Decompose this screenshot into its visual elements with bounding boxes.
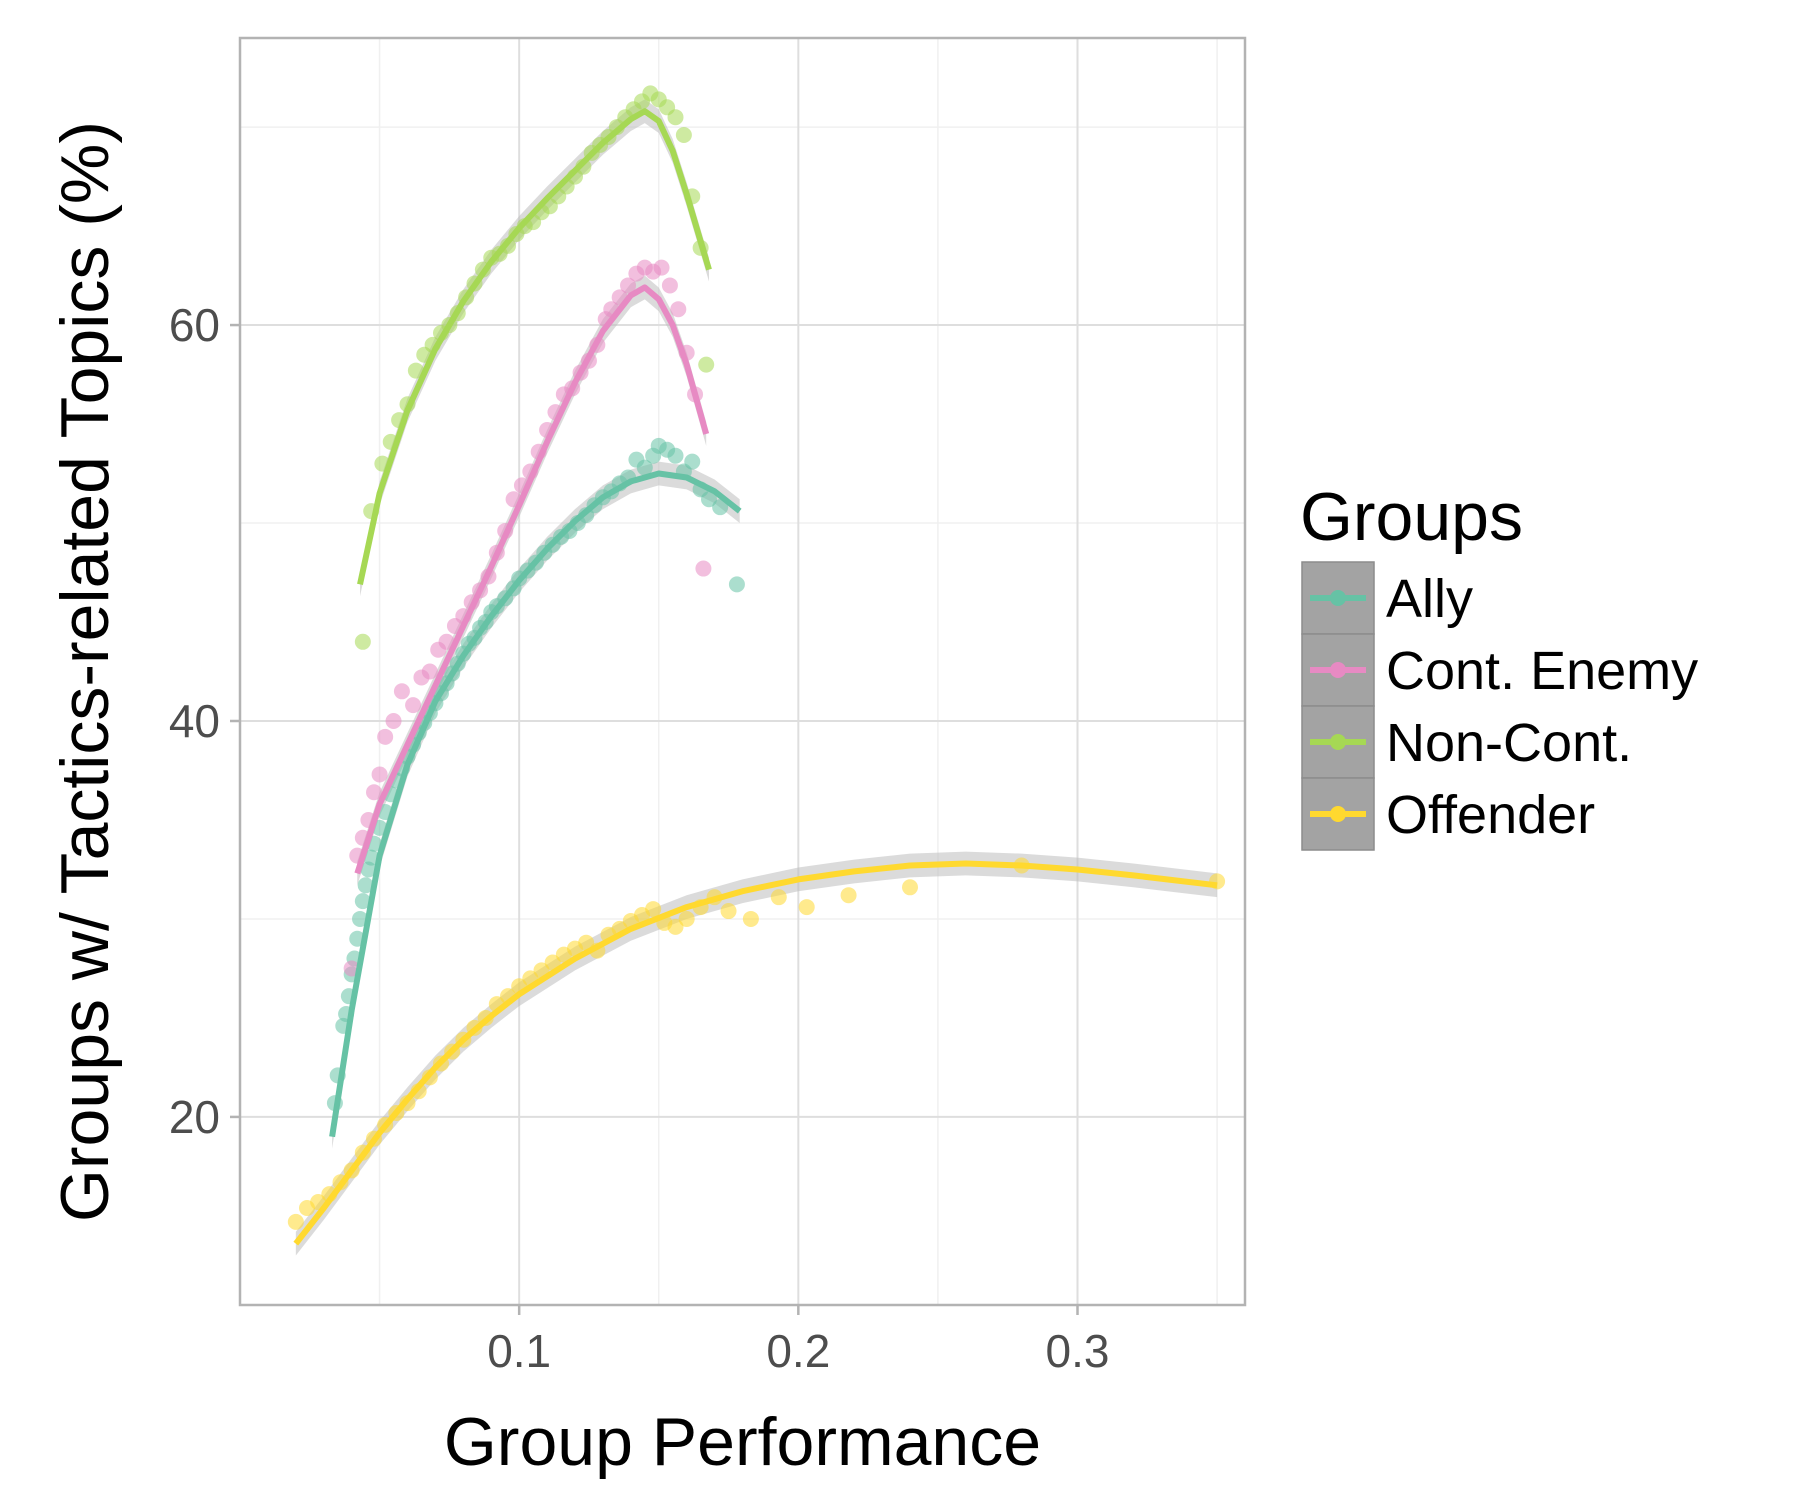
data-point (385, 712, 402, 729)
data-point (636, 459, 653, 476)
data-point (670, 301, 687, 318)
x-tick-label: 0.1 (487, 1325, 551, 1377)
data-point (698, 356, 715, 373)
legend-key-point (1330, 734, 1346, 750)
data-point (720, 903, 737, 920)
data-point (421, 663, 438, 680)
legend-item: Cont. Enemy (1301, 633, 1698, 707)
data-point (287, 1213, 304, 1230)
data-point (363, 849, 380, 866)
data-point (701, 491, 717, 508)
data-point (544, 954, 561, 971)
data-point (620, 277, 637, 294)
grid-lines (240, 38, 1245, 1305)
x-tick-label: 0.2 (766, 1325, 830, 1377)
data-point (377, 728, 394, 745)
data-point (667, 918, 684, 935)
legend-item: Ally (1301, 561, 1473, 635)
data-point (798, 899, 815, 916)
fit-line (329, 470, 742, 1138)
data-point (902, 879, 918, 896)
data-point (438, 633, 455, 650)
legend-item: Non-Cont. (1301, 705, 1632, 779)
legend-key-point (1330, 662, 1346, 678)
data-point (653, 259, 670, 276)
data-point (393, 683, 410, 700)
data-point (770, 889, 787, 906)
legend-label: Cont. Enemy (1386, 641, 1698, 701)
data-point (578, 934, 595, 951)
data-point (407, 362, 424, 379)
legend: Groups Ally Cont. Enemy Non-Cont. Offender (1300, 479, 1698, 851)
y-axis-title: Groups w/ Tactics-related Topics (%) (47, 121, 123, 1222)
data-point (645, 901, 662, 918)
legend-key-point (1330, 590, 1346, 606)
data-point (357, 877, 374, 894)
data-point (728, 576, 745, 593)
fit-line (354, 284, 710, 875)
legend-items: Ally Cont. Enemy Non-Cont. Offender (1301, 561, 1698, 851)
legend-label: Ally (1386, 569, 1473, 629)
data-point (678, 910, 695, 927)
data-point (742, 910, 759, 927)
data-point (354, 633, 371, 650)
legend-label: Offender (1386, 785, 1595, 845)
data-point (712, 499, 729, 516)
axis-ticks: 0.1 0.2 0.3 20 40 60 (169, 299, 1110, 1377)
fit-line (357, 108, 712, 586)
data-point (675, 127, 692, 144)
y-tick-label: 60 (169, 299, 220, 351)
data-point (371, 766, 388, 783)
data-point (661, 277, 678, 294)
y-tick-label: 20 (169, 1091, 220, 1143)
y-tick-label: 40 (169, 695, 220, 747)
fit-line (293, 860, 1218, 1246)
data-point (352, 910, 369, 927)
data-point (667, 447, 684, 464)
x-tick-label: 0.3 (1046, 1325, 1110, 1377)
data-point (354, 893, 371, 910)
data-point (366, 784, 382, 801)
data-point (684, 453, 701, 470)
x-axis-title: Group Performance (444, 1404, 1041, 1480)
legend-title: Groups (1300, 479, 1523, 555)
data-point (840, 887, 857, 904)
fit-lines (293, 108, 1218, 1246)
legend-label: Non-Cont. (1386, 713, 1632, 773)
legend-key-point (1330, 806, 1346, 822)
data-point (695, 560, 712, 577)
legend-item: Offender (1301, 777, 1595, 851)
data-point (667, 109, 684, 126)
plot-border (238, 36, 1247, 1307)
data-point (405, 697, 422, 714)
